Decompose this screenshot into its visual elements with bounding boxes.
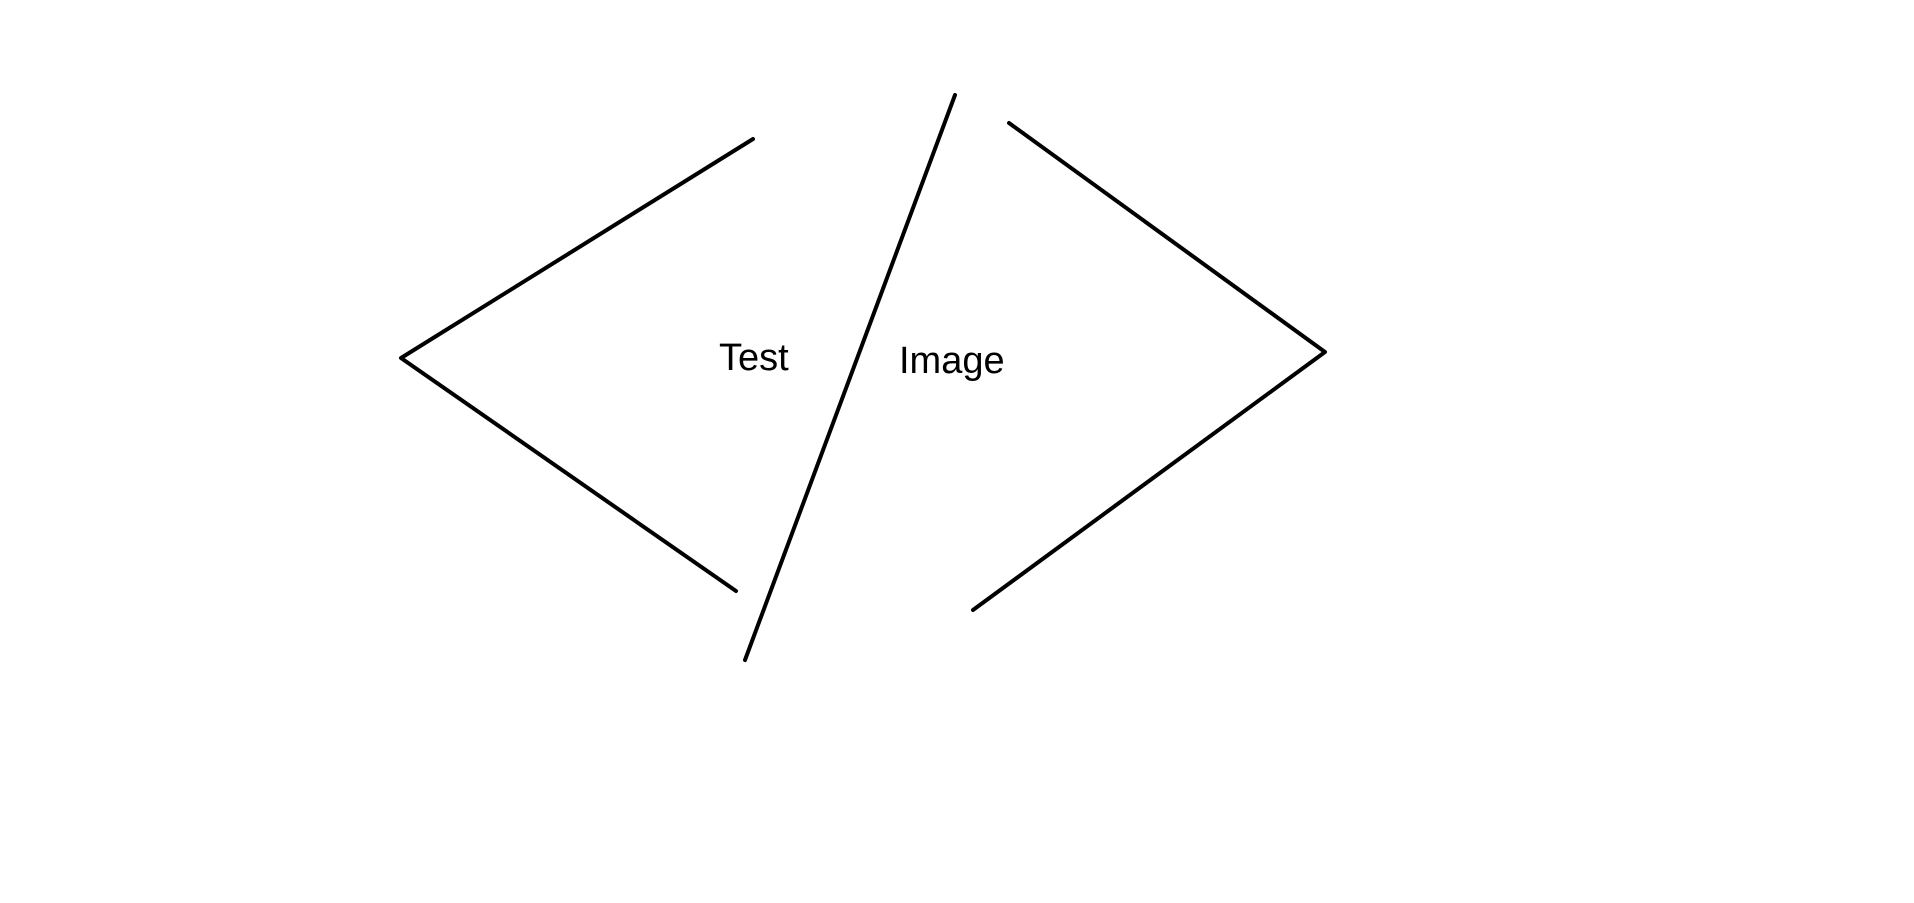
label-image: Image [899,340,1005,382]
slash-stroke [743,93,957,662]
left-angle-bracket-stroke [399,137,755,593]
right-angle-bracket-stroke [971,121,1327,612]
label-test: Test [719,337,789,379]
